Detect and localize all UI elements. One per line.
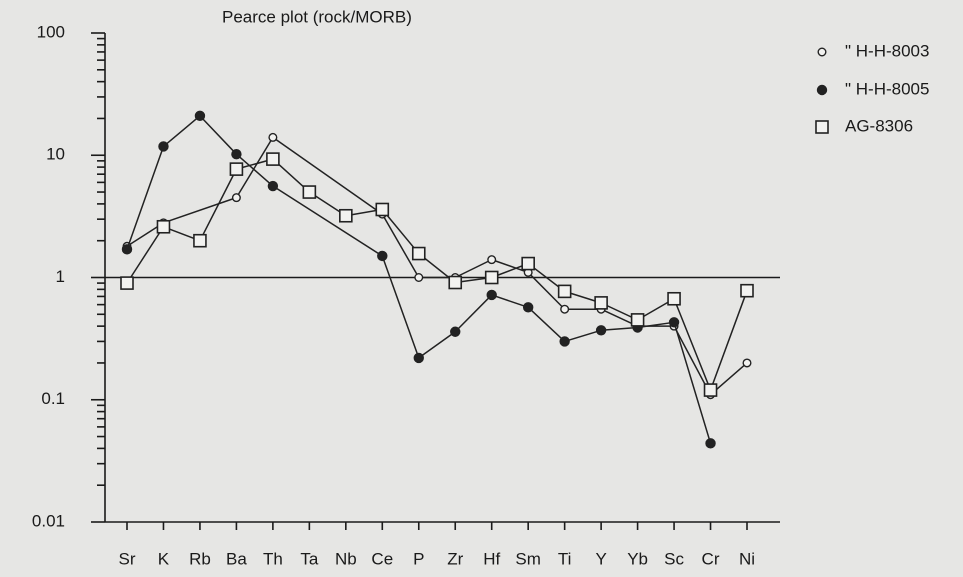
marker	[413, 352, 424, 364]
x-tick-label: Th	[263, 549, 283, 568]
line-segment	[418, 331, 456, 359]
x-tick-label: Cr	[702, 549, 720, 568]
marker	[484, 270, 499, 285]
line-segment	[272, 185, 383, 257]
marker	[450, 326, 461, 337]
marker	[705, 438, 716, 449]
marker	[559, 336, 570, 347]
marker	[120, 276, 134, 290]
line-segment	[162, 115, 201, 148]
marker	[156, 219, 171, 234]
marker	[377, 250, 388, 262]
marker	[740, 283, 754, 298]
line-segment	[381, 255, 420, 359]
marker	[594, 296, 608, 310]
marker	[742, 358, 752, 368]
marker	[414, 273, 424, 283]
marker	[557, 284, 572, 299]
marker	[375, 202, 390, 217]
y-tick-label: 0.01	[32, 511, 65, 530]
line-segment	[491, 294, 529, 309]
marker	[231, 148, 242, 160]
marker	[448, 275, 463, 290]
marker	[703, 383, 718, 397]
marker	[487, 255, 497, 265]
line-segment	[126, 146, 165, 250]
x-tick-label: Sm	[515, 549, 541, 568]
marker	[411, 246, 426, 261]
x-tick-label: Y	[595, 549, 606, 568]
marker	[266, 152, 280, 166]
line-segment	[163, 196, 237, 224]
legend-label: " H-H-8003	[845, 41, 929, 60]
marker	[193, 233, 207, 248]
line-segment	[673, 322, 712, 444]
marker	[560, 304, 570, 314]
y-tick-label: 0.1	[41, 389, 65, 408]
marker	[267, 180, 279, 192]
x-tick-label: Ti	[558, 549, 572, 568]
legend-label: AG-8306	[845, 116, 913, 135]
marker	[302, 185, 317, 199]
x-tick-label: Yb	[627, 549, 648, 568]
marker	[816, 84, 828, 96]
marker	[121, 244, 133, 255]
x-tick-label: Sr	[119, 549, 136, 568]
marker	[486, 289, 497, 301]
line-segment	[454, 258, 493, 279]
marker	[817, 47, 827, 57]
marker	[339, 208, 353, 223]
marker	[522, 302, 534, 313]
line-segment	[454, 294, 493, 333]
marker	[630, 313, 645, 327]
line-segment	[235, 153, 274, 187]
marker	[229, 162, 244, 176]
chart-title: Pearce plot (rock/MORB)	[222, 7, 412, 26]
line-segment	[381, 209, 420, 255]
marker	[268, 132, 278, 142]
marker	[194, 110, 206, 122]
line-segment	[601, 326, 638, 332]
marker	[231, 193, 241, 203]
line-segment	[199, 115, 237, 155]
marker	[595, 325, 607, 336]
line-segment	[235, 136, 274, 199]
x-tick-label: Ba	[226, 549, 247, 568]
line-segment	[381, 213, 420, 278]
y-tick-label: 1	[56, 267, 65, 286]
line-segment	[126, 226, 165, 284]
line-segment	[564, 329, 602, 343]
x-tick-label: P	[413, 549, 424, 568]
line-segment	[527, 306, 566, 342]
legend-label: " H-H-8005	[845, 79, 929, 98]
x-tick-label: Sc	[664, 549, 684, 568]
marker	[158, 141, 169, 152]
line-segment	[199, 168, 238, 242]
x-tick-label: Rb	[189, 549, 211, 568]
marker	[521, 256, 535, 271]
x-tick-label: Nb	[335, 549, 357, 568]
x-tick-label: K	[158, 549, 170, 568]
x-tick-label: Hf	[483, 549, 500, 568]
x-tick-label: Ta	[300, 549, 319, 568]
y-tick-label: 100	[37, 22, 65, 41]
line-segment	[673, 325, 712, 396]
line-segment	[673, 298, 712, 391]
y-tick-label: 10	[46, 145, 65, 164]
marker	[668, 317, 680, 328]
x-tick-label: Ni	[739, 549, 755, 568]
line-segment	[709, 290, 748, 391]
x-tick-label: Ce	[371, 549, 393, 568]
marker	[667, 291, 681, 306]
x-tick-label: Zr	[447, 549, 463, 568]
marker	[815, 120, 829, 134]
line-segment	[272, 136, 383, 215]
line-segment	[527, 271, 566, 310]
